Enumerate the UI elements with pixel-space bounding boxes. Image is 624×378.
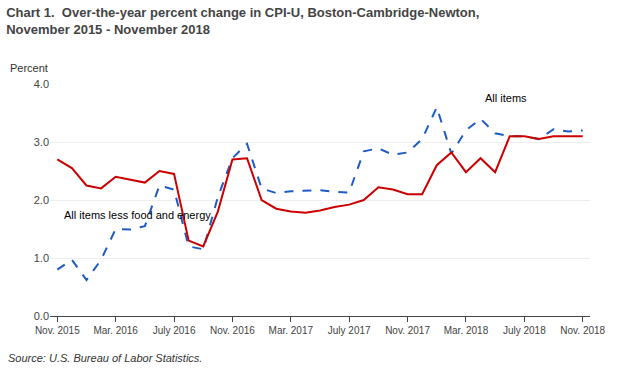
svg-text:3.0: 3.0 [34,136,49,148]
svg-text:Source: U.S. Bureau of Labor S: Source: U.S. Bureau of Labor Statistics. [8,352,202,364]
svg-text:Nov. 2017: Nov. 2017 [385,325,430,336]
svg-text:July 2018: July 2018 [503,325,546,336]
svg-text:Nov. 2018: Nov. 2018 [560,325,605,336]
svg-text:Mar. 2016: Mar. 2016 [93,325,138,336]
svg-text:Percent: Percent [10,62,48,74]
svg-text:Nov. 2016: Nov. 2016 [210,325,255,336]
svg-text:2.0: 2.0 [34,194,49,206]
svg-text:Chart 1. Over-the-year percen: Chart 1. Over-the-year percent change in… [6,5,479,37]
svg-text:July 2016: July 2016 [153,325,196,336]
svg-text:All items less food and energy: All items less food and energy [64,209,211,221]
svg-text:July 2017: July 2017 [328,325,371,336]
svg-text:Mar. 2017: Mar. 2017 [269,325,314,336]
svg-text:All items: All items [485,92,527,104]
svg-text:1.0: 1.0 [34,252,49,264]
svg-text:4.0: 4.0 [34,78,49,90]
svg-text:Nov. 2015: Nov. 2015 [35,325,80,336]
svg-text:Mar. 2018: Mar. 2018 [444,325,489,336]
svg-text:0.0: 0.0 [34,310,49,322]
